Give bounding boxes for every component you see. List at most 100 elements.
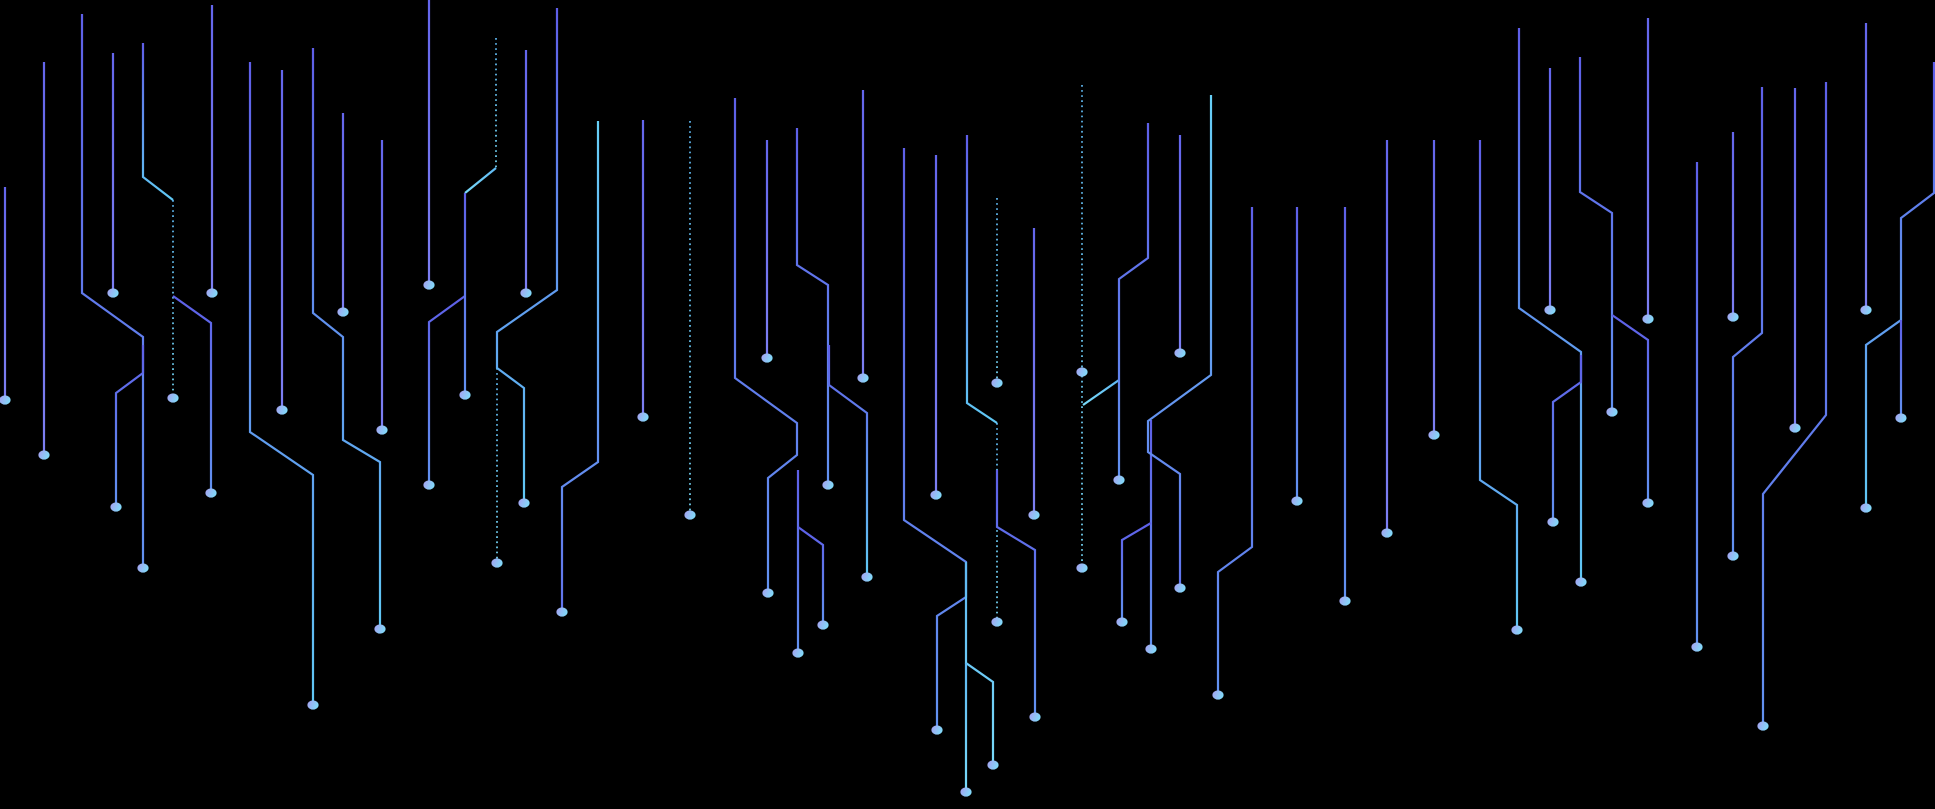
trace-endpoint-dot [1339,596,1351,606]
circuit-trace-line [1146,95,1213,588]
trace-endpoint-dot [167,393,179,403]
circuit-trace-line [427,295,466,485]
circuit-trace [556,121,600,617]
trace-endpoint-dot [307,700,319,710]
circuit-trace [248,62,319,710]
trace-endpoint-dot [423,480,435,490]
circuit-trace [1428,140,1440,440]
circuit-trace [1578,57,1618,417]
circuit-trace-line [1082,379,1120,406]
circuit-trace [991,423,1003,627]
trace-endpoint-dot [1145,644,1157,654]
circuit-trace [423,0,435,290]
circuit-trace [311,48,386,634]
circuit-trace [38,62,50,460]
circuit-trace-line [827,345,869,577]
trace-endpoint-dot [374,624,386,634]
trace-endpoint-dot [107,288,119,298]
trace-endpoint-dot [423,280,435,290]
circuit-trace-line [560,121,600,612]
circuit-trace [1860,62,1935,513]
trace-endpoint-dot [761,353,773,363]
circuit-trace [491,368,503,568]
circuit-trace [80,14,149,573]
circuit-trace-line [965,135,998,424]
trace-endpoint-dot [1575,577,1587,587]
trace-endpoint-dot [1028,510,1040,520]
circuit-trace [1146,95,1213,593]
circuit-trace-line [80,14,145,568]
circuit-trace-line [1117,123,1150,480]
circuit-trace [1339,207,1351,606]
trace-endpoint-dot [1174,583,1186,593]
trace-endpoint-dot [861,572,873,582]
circuit-trace [167,200,179,403]
circuit-trace-line [964,562,995,765]
trace-endpoint-dot [684,510,696,520]
circuit-trace [172,295,217,498]
trace-endpoint-dot [960,787,972,797]
circuit-trace [1291,207,1303,506]
circuit-trace [965,135,998,424]
trace-endpoint-dot [991,617,1003,627]
trace-endpoint-dot [991,378,1003,388]
circuit-trace-line [795,128,830,485]
circuit-trace [337,113,349,317]
trace-endpoint-dot [930,490,942,500]
circuit-trace [1082,379,1120,406]
circuit-trace-line [733,98,799,593]
circuit-trace [141,43,174,201]
trace-endpoint-dot [1174,348,1186,358]
trace-endpoint-dot [1291,496,1303,506]
circuit-trace [964,562,999,770]
circuit-trace [930,155,942,500]
trace-endpoint-dot [1029,712,1041,722]
circuit-trace-line [1551,355,1583,522]
circuit-trace [995,470,1041,722]
circuit-trace [1547,355,1583,527]
trace-endpoint-dot [1544,305,1556,315]
circuit-trace [1727,87,1764,561]
trace-endpoint-dot [137,563,149,573]
trace-endpoint-dot [206,288,218,298]
trace-endpoint-dot [1511,625,1523,635]
circuit-trace [495,8,559,508]
trace-endpoint-dot [931,725,943,735]
trace-endpoint-dot [822,480,834,490]
circuit-trace-line [1761,82,1828,726]
circuit-trace [857,90,869,383]
trace-endpoint-dot [520,288,532,298]
circuit-trace-line [141,43,174,201]
circuit-trace [206,5,218,298]
circuit-trace [1174,135,1186,358]
trace-endpoint-dot [1789,423,1801,433]
circuit-trace-line [1864,62,1935,508]
circuit-trace [761,140,773,363]
circuit-trace [520,50,532,298]
trace-endpoint-dot [762,588,774,598]
circuit-trace [1789,88,1801,433]
trace-endpoint-dot [276,405,288,415]
circuit-trace [637,120,649,422]
circuit-trace [107,53,119,298]
circuit-trace [0,187,11,405]
trace-endpoint-dot [491,558,503,568]
circuit-trace-line [797,526,825,625]
circuit-trace [110,345,145,512]
circuit-trace [1642,18,1654,324]
circuit-trace-line [1216,207,1254,695]
trace-endpoint-dot [518,498,530,508]
circuit-trace-line [1120,522,1152,622]
circuit-trace [792,470,804,658]
trace-endpoint-dot [1212,690,1224,700]
circuit-trace [795,128,834,490]
trace-endpoint-dot [817,620,829,630]
trace-endpoint-dot [857,373,869,383]
trace-endpoint-dot [0,395,11,405]
circuit-trace [1212,207,1254,700]
circuit-trace-line [311,48,382,629]
circuit-trace-line [495,8,559,503]
circuit-trace [1757,82,1828,731]
